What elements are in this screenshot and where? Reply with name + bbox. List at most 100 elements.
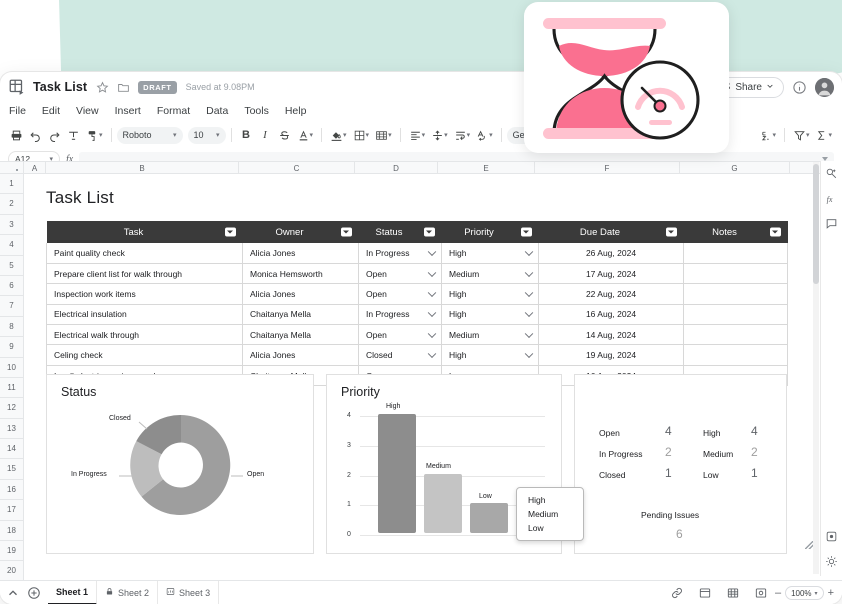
user-avatar[interactable] [815, 77, 834, 97]
table-resize-handle[interactable] [805, 541, 813, 549]
chevron-down-icon[interactable]: ▾ [365, 132, 370, 139]
merge-cells-button[interactable] [372, 126, 391, 145]
vertical-scrollbar-track[interactable] [813, 162, 819, 574]
italic-button[interactable]: I [263, 129, 267, 141]
filter-icon[interactable] [790, 126, 809, 145]
menu-item-data[interactable]: Data [206, 105, 229, 117]
font-size-select[interactable]: 10 ▾ [187, 126, 226, 144]
table-row[interactable]: Prepare client list for walk through Moni… [46, 263, 788, 285]
row-header-9[interactable]: 9 [0, 337, 23, 358]
chevron-down-icon[interactable]: ▾ [309, 132, 314, 139]
vertical-scrollbar-thumb[interactable] [813, 164, 819, 284]
chevron-down-icon[interactable] [524, 247, 534, 256]
cell-priority[interactable]: High [441, 304, 539, 326]
row-header-19[interactable]: 19 [0, 541, 23, 562]
chevron-down-icon[interactable]: ▾ [772, 132, 776, 139]
row-header-20[interactable]: 20 [0, 561, 23, 582]
menu-item-insert[interactable]: Insert [114, 105, 141, 117]
chevron-down-icon[interactable]: ▾ [489, 132, 493, 139]
chevron-down-icon[interactable]: ▾ [388, 132, 392, 139]
column-header-f[interactable]: F [535, 162, 680, 173]
filter-icon[interactable] [224, 227, 236, 237]
zoom-out-button[interactable]: – [774, 587, 782, 599]
row-header-15[interactable]: 15 [0, 459, 23, 480]
help-search-icon[interactable] [64, 126, 83, 145]
filter-icon[interactable] [520, 227, 532, 237]
cell-priority[interactable]: High [441, 243, 539, 264]
link-icon[interactable] [670, 586, 684, 600]
chevron-down-icon[interactable] [427, 268, 437, 277]
borders-button[interactable] [350, 126, 369, 145]
chevron-down-icon[interactable] [427, 288, 437, 298]
table-row[interactable]: Paint quality check Alicia Jones In Progre… [46, 243, 788, 264]
chevron-down-icon[interactable] [524, 288, 534, 298]
cell-status[interactable]: In Progress [358, 243, 442, 264]
table-row[interactable]: Electrical insulation Chaitanya Mella In P… [46, 304, 788, 326]
chevron-down-icon[interactable]: ▾ [343, 132, 347, 139]
cell-priority[interactable]: Medium [441, 324, 539, 346]
row-header-5[interactable]: 5 [0, 256, 23, 276]
column-owner[interactable]: Owner [242, 221, 359, 243]
table-row[interactable]: Electrical walk through Chaitanya Mella Op… [46, 324, 788, 346]
chevron-down-icon[interactable] [524, 268, 534, 277]
explore-icon[interactable] [825, 167, 838, 180]
star-icon[interactable] [96, 81, 109, 94]
cell-priority[interactable]: Medium [441, 263, 539, 285]
cell-status[interactable]: Closed [358, 344, 442, 366]
chevron-down-icon[interactable]: ▾ [444, 132, 448, 139]
column-status[interactable]: Status [358, 221, 442, 243]
chevron-down-icon[interactable] [427, 329, 437, 338]
row-header-6[interactable]: 6 [0, 276, 23, 297]
chevron-down-icon[interactable] [427, 247, 437, 256]
chevron-down-icon[interactable]: ▾ [99, 132, 103, 139]
column-notes[interactable]: Notes [683, 221, 788, 243]
chevron-down-icon[interactable]: ▾ [805, 132, 810, 139]
menu-item-help[interactable]: Help [284, 105, 307, 117]
decimal-places-button[interactable] [756, 126, 775, 145]
filter-icon[interactable] [423, 227, 435, 237]
redo-icon[interactable] [45, 126, 64, 145]
row-header-4[interactable]: 4 [0, 235, 23, 256]
cell-priority[interactable]: High [441, 344, 539, 366]
align-left-button[interactable] [406, 126, 425, 145]
add-sheet-icon[interactable] [27, 586, 41, 600]
print-icon[interactable] [7, 126, 26, 145]
menu-item-view[interactable]: View [76, 105, 99, 117]
column-header-a[interactable]: A [24, 162, 46, 173]
strikethrough-button[interactable] [275, 126, 294, 145]
filter-icon[interactable] [665, 227, 677, 237]
undo-icon[interactable] [26, 126, 45, 145]
zoom-select[interactable]: 100% ▾ [785, 586, 824, 600]
paint-format-icon[interactable] [83, 126, 102, 145]
cell-status[interactable]: Open [358, 263, 442, 285]
bold-button[interactable]: B [242, 129, 250, 141]
chevron-down-icon[interactable] [524, 329, 534, 338]
table-row[interactable]: Inspection work items Alicia Jones Open Hig… [46, 283, 788, 305]
column-task[interactable]: Task [46, 221, 243, 243]
row-header-10[interactable]: 10 [0, 358, 23, 378]
functions-icon[interactable]: fx [825, 192, 838, 205]
cell-status[interactable]: Open [358, 324, 442, 346]
menu-item-edit[interactable]: Edit [41, 105, 61, 117]
chevron-down-icon[interactable]: ▾ [421, 132, 426, 139]
text-rotation-button[interactable] [473, 126, 492, 145]
cell-priority[interactable]: High [441, 283, 539, 305]
row-header-11[interactable]: 11 [0, 378, 23, 399]
sheet-tab-2[interactable]: Sheet 2 [97, 580, 159, 604]
page-layout-icon[interactable] [726, 586, 740, 600]
extensions-icon[interactable] [825, 530, 838, 543]
row-header-3[interactable]: 3 [0, 215, 23, 236]
select-all-corner[interactable] [0, 162, 24, 173]
vertical-align-button[interactable] [428, 126, 447, 145]
column-header-d[interactable]: D [355, 162, 438, 173]
text-wrap-button[interactable] [451, 126, 470, 145]
row-header-16[interactable]: 16 [0, 480, 23, 501]
text-color-button[interactable] [294, 126, 313, 145]
normal-view-icon[interactable] [698, 586, 712, 600]
row-header-12[interactable]: 12 [0, 398, 23, 419]
sheet-tab-1[interactable]: Sheet 1 [48, 580, 98, 604]
chevron-down-icon[interactable] [524, 308, 534, 318]
zoom-in-button[interactable]: + [827, 587, 834, 599]
row-header-13[interactable]: 13 [0, 419, 23, 440]
filter-icon[interactable] [340, 227, 352, 237]
